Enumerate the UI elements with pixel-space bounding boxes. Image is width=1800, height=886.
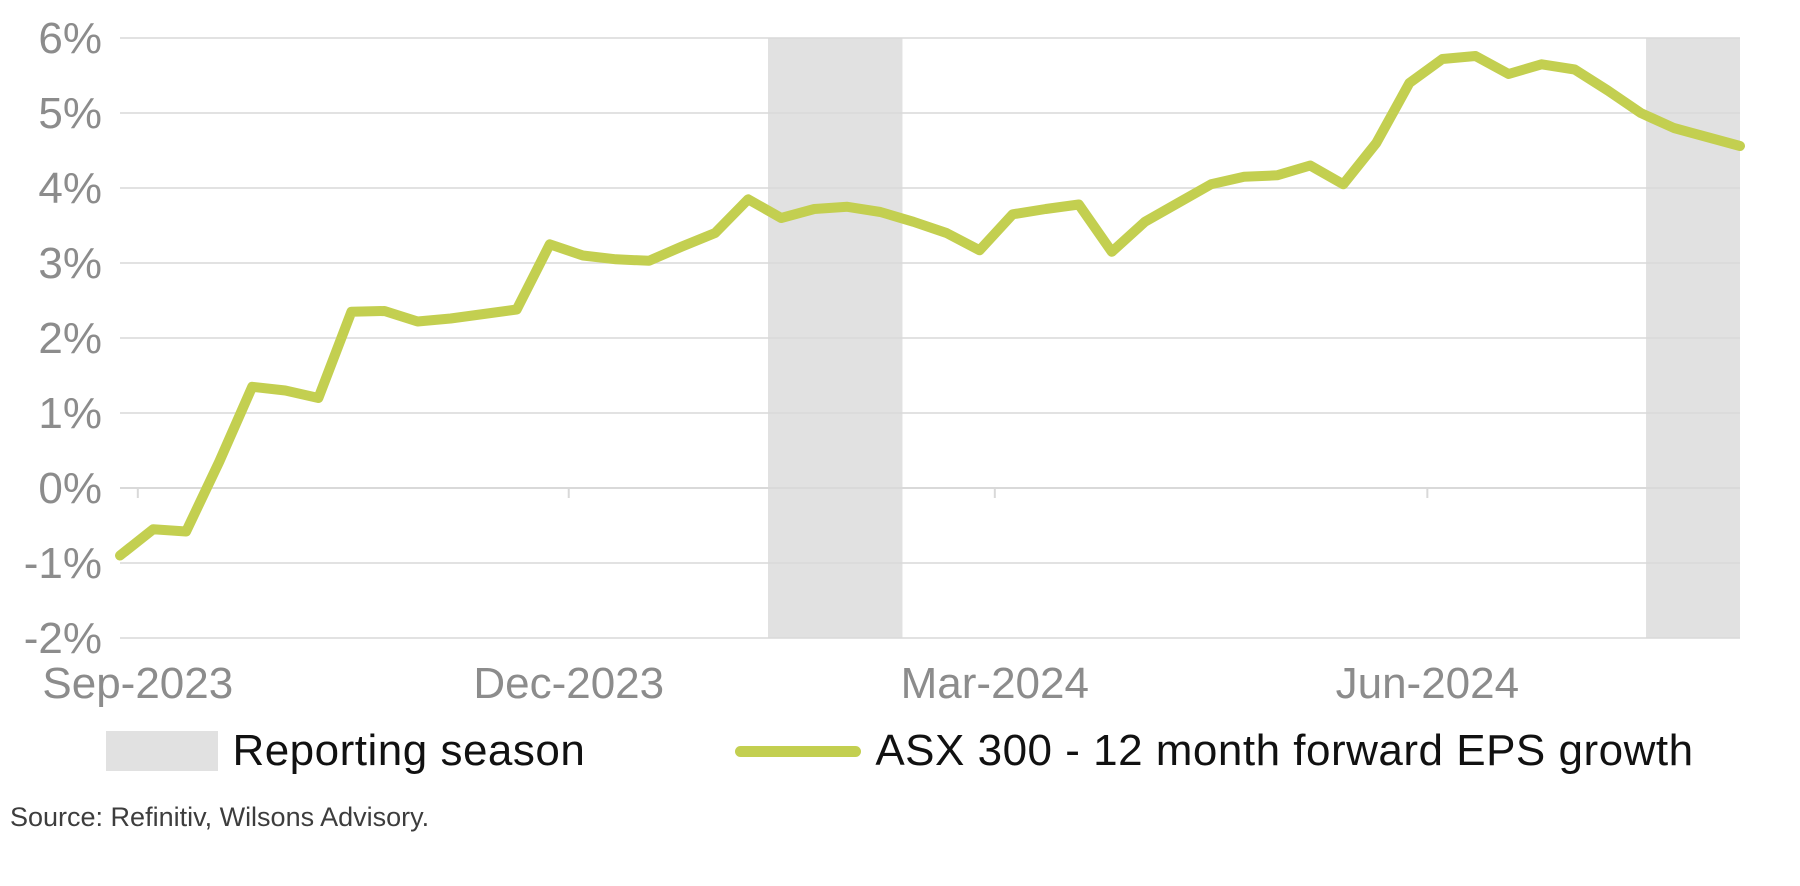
- y-axis-label-1%: 1%: [38, 389, 102, 438]
- y-axis-label--2%: -2%: [24, 614, 102, 663]
- eps-growth-chart: 6% 5% 4% 3% 2% 1% 0% -1% -2%Sep-2023 Dec-2023 Mar-…: [24, 14, 1745, 708]
- eps-growth-line-swatch-icon: [735, 745, 862, 757]
- x-axis-label-Sep-2023: Sep-2023: [42, 659, 233, 708]
- legend-label-eps-growth: ASX 300 - 12 month forward EPS growth: [875, 726, 1694, 775]
- y-axis-label-0%: 0%: [38, 464, 102, 513]
- y-axis-label-4%: 4%: [38, 164, 102, 213]
- legend-item-eps-growth: ASX 300 - 12 month forward EPS growth: [735, 726, 1693, 776]
- y-axis-label-2%: 2%: [38, 314, 102, 363]
- y-axis-label--1%: -1%: [24, 539, 102, 588]
- reporting-season-swatch-icon: [106, 731, 219, 771]
- x-axis-label-Dec-2023: Dec-2023: [473, 659, 664, 708]
- x-axis-label-Mar-2024: Mar-2024: [901, 659, 1089, 708]
- chart-legend: Reporting season ASX 300 - 12 month forw…: [0, 720, 1800, 782]
- source-note: Source: Refinitiv, Wilsons Advisory.: [10, 802, 430, 832]
- y-axis-label-3%: 3%: [38, 239, 102, 288]
- legend-item-reporting-season: Reporting season: [106, 726, 585, 776]
- eps-growth-chart-area: 6% 5% 4% 3% 2% 1% 0% -1% -2% Sep-2023 Dec-2023 Mar-…: [0, 6, 1800, 716]
- x-axis-label-Jun-2024: Jun-2024: [1336, 659, 1519, 708]
- eps-growth-line: [115, 51, 1745, 561]
- y-axis-label-5%: 5%: [38, 89, 102, 138]
- y-axis-label-6%: 6%: [38, 14, 102, 63]
- legend-label-reporting-season: Reporting season: [232, 726, 586, 775]
